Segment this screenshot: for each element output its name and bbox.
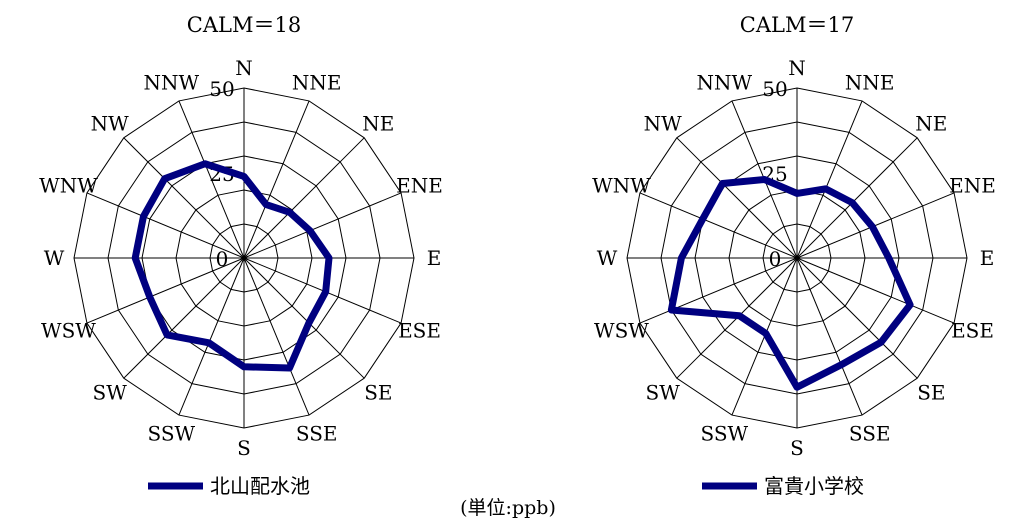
grid-spoke [639, 257, 798, 324]
direction-label-ne: NE [362, 112, 394, 136]
legend: 富貴小学校 [702, 474, 864, 498]
legend: 北山配水池 [148, 474, 310, 498]
direction-label-ssw: SSW [700, 422, 748, 446]
direction-label-ese: ESE [951, 319, 994, 343]
chart-title: CALM＝18 [187, 13, 301, 37]
direction-label-sw: SW [646, 380, 681, 404]
direction-label-nw: NW [91, 112, 130, 136]
direction-label-w: W [44, 246, 65, 270]
direction-label-sse: SSE [849, 422, 891, 446]
series-0 [131, 160, 333, 372]
direction-label-wsw: WSW [594, 319, 649, 343]
grid-spoke [796, 137, 918, 259]
series-0 [667, 175, 914, 391]
legend-label: 北山配水池 [210, 474, 310, 498]
grid-spoke [86, 192, 245, 259]
grid-spokes [74, 88, 414, 428]
grid-spoke [243, 137, 365, 259]
grid-spoke [796, 257, 955, 324]
direction-label-ese: ESE [398, 319, 441, 343]
grid-spoke [123, 257, 245, 379]
direction-label-ne: NE [915, 112, 947, 136]
grid-spoke [796, 257, 918, 379]
unit-note: (単位:ppb) [460, 497, 556, 519]
grid-spoke [796, 100, 863, 259]
direction-label-ene: ENE [396, 173, 443, 197]
grid-spokes [627, 88, 967, 428]
direction-label-nne: NNE [292, 70, 342, 94]
direction-label-wnw: WNW [592, 173, 651, 197]
grid-spoke [86, 257, 245, 324]
direction-labels: N NNE NE ENE E ESE SE SSE S SSW SW WSW W WNW NW NNW [592, 56, 996, 460]
grid-spoke [243, 192, 402, 259]
grid-spoke [796, 257, 863, 416]
direction-label-w: W [597, 246, 618, 270]
grid-spoke [178, 257, 245, 416]
series-line [667, 175, 914, 391]
grid-spoke [243, 257, 365, 379]
tick-label: 50 [209, 77, 234, 101]
chart-title: CALM＝17 [740, 13, 854, 37]
direction-label-se: SE [364, 380, 392, 404]
direction-label-wnw: WNW [39, 173, 98, 197]
legend-label: 富貴小学校 [764, 474, 864, 498]
direction-label-e: E [427, 246, 442, 270]
grid-spoke [676, 137, 798, 259]
grid-spoke [123, 137, 245, 259]
direction-label-wsw: WSW [41, 319, 96, 343]
direction-label-sse: SSE [296, 422, 338, 446]
grid-spoke [178, 100, 245, 259]
direction-label-ssw: SSW [147, 422, 195, 446]
direction-label-sw: SW [93, 380, 128, 404]
tick-label: 0 [769, 247, 782, 271]
direction-label-se: SE [917, 380, 945, 404]
wind-rose-chart-kitayama: CALM＝1802550NNNENEENEEESESESSESSSWSWWSWW… [39, 13, 443, 498]
direction-label-nw: NW [644, 112, 683, 136]
grid-spoke [639, 192, 798, 259]
direction-label-n: N [788, 56, 806, 80]
direction-labels: N NNE NE ENE E ESE SE SSE S SSW SW WSW W WNW NW NNW [39, 56, 443, 460]
direction-label-nne: NNE [845, 70, 895, 94]
grid-spoke [243, 257, 310, 416]
direction-label-nnw: NNW [697, 70, 753, 94]
tick-label: 0 [216, 247, 229, 271]
tick-label: 50 [762, 77, 787, 101]
direction-label-ene: ENE [949, 173, 996, 197]
grid-spoke [243, 100, 310, 259]
direction-label-e: E [980, 246, 995, 270]
direction-label-s: S [790, 436, 804, 460]
direction-label-n: N [235, 56, 253, 80]
direction-label-s: S [237, 436, 251, 460]
direction-label-nnw: NNW [144, 70, 200, 94]
